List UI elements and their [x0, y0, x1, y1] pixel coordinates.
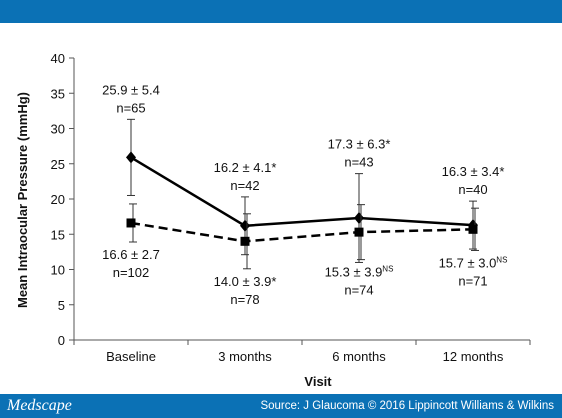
data-point-square: [354, 227, 364, 237]
data-label-value-text: 16.2 ± 4.1*: [214, 160, 277, 175]
y-tick-label: 25: [51, 157, 65, 172]
data-point-square: [468, 224, 478, 234]
data-point-square: [240, 236, 250, 246]
data-label-value-text: 15.3 ± 3.9: [325, 265, 383, 280]
data-label-value: 14.0 ± 3.9*: [214, 274, 277, 289]
footer-bar: Medscape Source: J Glaucoma © 2016 Lippi…: [0, 394, 562, 418]
data-label-value: 17.3 ± 6.3*: [328, 137, 391, 152]
data-label-significance: NS: [382, 265, 393, 274]
y-tick-label: 0: [58, 333, 65, 348]
y-tick-label: 5: [58, 298, 65, 313]
x-tick-label: 6 months: [332, 349, 386, 364]
data-label-value-text: 25.9 ± 5.4: [102, 82, 160, 97]
data-label-n: n=74: [344, 283, 373, 298]
x-tick-label: 12 months: [443, 349, 504, 364]
data-label-n: n=40: [458, 182, 487, 197]
x-tick-label: 3 months: [218, 349, 272, 364]
y-tick-label: 20: [51, 192, 65, 207]
y-tick-label: 35: [51, 86, 65, 101]
data-label-n: n=43: [344, 155, 373, 170]
data-point-diamond: [240, 219, 250, 232]
data-point-diamond: [354, 212, 364, 225]
data-label-value: 15.7 ± 3.0NS: [439, 255, 508, 270]
medscape-logo: Medscape: [7, 397, 72, 414]
data-label-value-text: 16.6 ± 2.7: [102, 247, 160, 262]
data-label-n: n=42: [230, 178, 259, 193]
data-label-n: n=102: [113, 265, 150, 280]
data-label-value-text: 15.7 ± 3.0: [439, 255, 497, 270]
series-line: [130, 156, 474, 228]
data-point-diamond: [126, 151, 136, 164]
data-label-n: n=65: [116, 100, 145, 115]
y-tick-label: 40: [51, 51, 65, 66]
data-label-value-text: 17.3 ± 6.3*: [328, 137, 391, 152]
iop-line-chart: Mean Intraocular Pressure (mmHg) Visit 0…: [15, 51, 531, 389]
data-label-value: 16.2 ± 4.1*: [214, 160, 277, 175]
data-label-value-text: 14.0 ± 3.9*: [214, 274, 277, 289]
y-tick-label: 15: [51, 227, 65, 242]
y-axis-label: Mean Intraocular Pressure (mmHg): [15, 92, 30, 308]
data-label-n: n=71: [458, 273, 487, 288]
x-tick-label: Baseline: [106, 349, 156, 364]
data-label-value: 16.6 ± 2.7: [102, 247, 160, 262]
data-label-value: 15.3 ± 3.9NS: [325, 265, 394, 280]
y-tick-label: 30: [51, 122, 65, 137]
y-tick-label: 10: [51, 263, 65, 278]
data-point-square: [126, 218, 136, 228]
data-label-significance: NS: [496, 255, 507, 264]
data-label-n: n=78: [230, 292, 259, 307]
data-label-value: 25.9 ± 5.4: [102, 82, 160, 97]
header-bar: [0, 0, 562, 23]
data-label-value-text: 16.3 ± 3.4*: [442, 164, 505, 179]
x-axis-label: Visit: [304, 374, 332, 389]
source-citation: Source: J Glaucoma © 2016 Lippincott Wil…: [260, 400, 554, 412]
data-label-value: 16.3 ± 3.4*: [442, 164, 505, 179]
series-line: [130, 221, 474, 243]
